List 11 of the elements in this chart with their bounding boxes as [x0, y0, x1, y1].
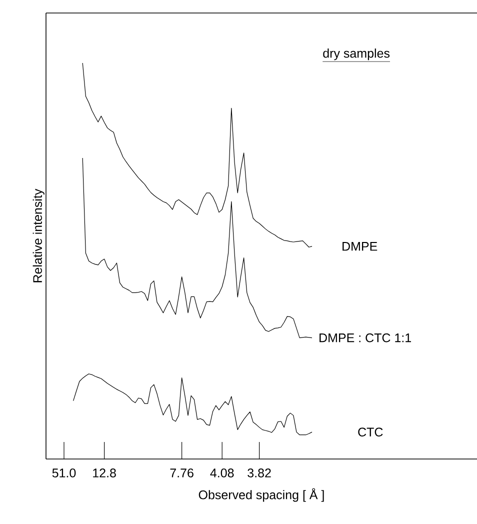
text: DMPE [342, 242, 378, 251]
x-tick-label: 3.82 [248, 468, 271, 478]
series-label: DMPE : CTC 1:1 [320, 333, 411, 342]
x-tick-label: 51.0 [52, 468, 76, 478]
x-axis-title: Observed spacing [ Å ] [198, 488, 324, 502]
y-axis-title: Relative intensity [32, 188, 44, 282]
text: dry samples [323, 48, 390, 60]
text: CTC [358, 428, 383, 436]
x-tick-label: 7.76 [170, 468, 194, 478]
x-tick-label: 12.8 [93, 468, 116, 478]
x-tick-label: 4.08 [210, 468, 234, 478]
